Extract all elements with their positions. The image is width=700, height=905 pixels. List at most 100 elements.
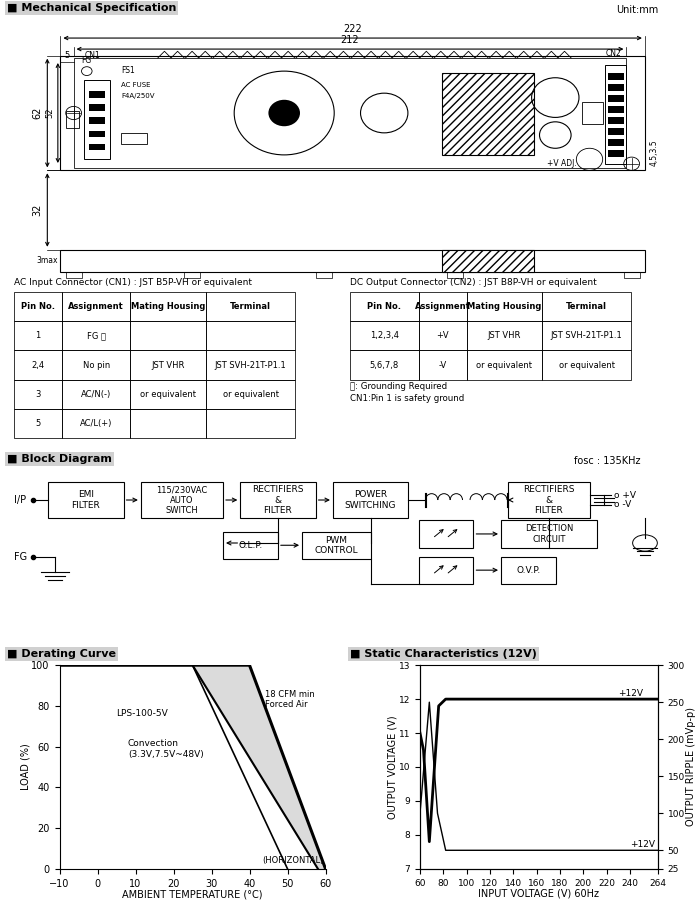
Text: 1,2,3,4: 1,2,3,4 xyxy=(370,331,399,340)
Text: 5,6,7,8: 5,6,7,8 xyxy=(370,360,399,369)
Bar xyxy=(419,321,467,350)
Text: JST VHR: JST VHR xyxy=(151,360,185,369)
Bar xyxy=(90,118,105,124)
Bar xyxy=(608,107,624,113)
Y-axis label: OUTPUT VOLTAGE (V): OUTPUT VOLTAGE (V) xyxy=(387,715,398,819)
Text: 115/230VAC
AUTO
SWITCH: 115/230VAC AUTO SWITCH xyxy=(156,485,208,515)
Text: RECTIFIERS
&
FILTER: RECTIFIERS & FILTER xyxy=(523,485,575,515)
Text: No pin: No pin xyxy=(83,360,110,369)
Bar xyxy=(419,350,467,380)
Text: FG: FG xyxy=(82,55,92,64)
Text: F4A/250V: F4A/250V xyxy=(121,92,155,99)
Bar xyxy=(90,130,105,138)
Text: Unit:mm: Unit:mm xyxy=(616,5,658,14)
Bar xyxy=(442,250,534,272)
Bar xyxy=(130,380,206,409)
Bar xyxy=(608,118,624,124)
Text: o -V: o -V xyxy=(614,500,631,509)
Text: 1: 1 xyxy=(35,331,41,340)
Bar xyxy=(606,64,626,164)
Text: 222: 222 xyxy=(343,24,362,33)
Bar xyxy=(206,321,295,350)
Text: fosc : 135KHz: fosc : 135KHz xyxy=(574,456,640,466)
Y-axis label: OUTPUT RIPPLE (mVp-p): OUTPUT RIPPLE (mVp-p) xyxy=(687,708,696,826)
Text: DC Output Connector (CN2) : JST B8P-VH or equivalent: DC Output Connector (CN2) : JST B8P-VH o… xyxy=(350,278,596,287)
Bar xyxy=(608,84,624,91)
Text: Terminal: Terminal xyxy=(566,302,607,311)
Text: Pin No.: Pin No. xyxy=(21,302,55,311)
Text: 5: 5 xyxy=(35,419,41,428)
Bar xyxy=(74,58,626,168)
Text: 3max: 3max xyxy=(36,256,58,265)
Bar xyxy=(130,409,206,438)
Bar xyxy=(14,321,62,350)
Bar xyxy=(90,144,105,150)
Bar xyxy=(121,133,147,144)
Text: FG: FG xyxy=(14,551,27,562)
Bar xyxy=(84,80,111,159)
Text: o +V: o +V xyxy=(614,491,636,500)
Text: LPS-100-5V: LPS-100-5V xyxy=(116,710,168,718)
Bar xyxy=(14,409,62,438)
Text: Assignment: Assignment xyxy=(69,302,124,311)
Text: RECTIFIERS
&
FILTER: RECTIFIERS & FILTER xyxy=(252,485,304,515)
Bar xyxy=(130,321,206,350)
Bar xyxy=(467,350,542,380)
Circle shape xyxy=(268,100,300,126)
Bar xyxy=(419,557,473,584)
Text: or equivalent: or equivalent xyxy=(223,390,279,399)
Bar xyxy=(66,110,79,129)
Text: CN1: CN1 xyxy=(84,51,100,60)
Bar xyxy=(350,321,419,350)
Bar xyxy=(467,291,542,321)
Bar xyxy=(130,291,206,321)
Bar xyxy=(141,481,223,518)
Text: FS1: FS1 xyxy=(121,66,135,75)
Text: O.V.P.: O.V.P. xyxy=(516,566,540,575)
Bar xyxy=(184,272,200,279)
Text: ■ Derating Curve: ■ Derating Curve xyxy=(7,649,116,659)
Bar xyxy=(608,139,624,146)
Bar xyxy=(419,520,473,548)
Text: PWM
CONTROL: PWM CONTROL xyxy=(314,536,358,555)
Text: FG ⏚: FG ⏚ xyxy=(87,331,106,340)
Bar xyxy=(240,481,316,518)
X-axis label: AMBIENT TEMPERATURE (°C): AMBIENT TEMPERATURE (°C) xyxy=(122,890,262,900)
Bar xyxy=(14,350,62,380)
Polygon shape xyxy=(193,665,326,869)
X-axis label: INPUT VOLTAGE (V) 60Hz: INPUT VOLTAGE (V) 60Hz xyxy=(479,889,599,899)
Bar xyxy=(447,272,463,279)
Bar xyxy=(350,350,419,380)
Bar xyxy=(66,272,81,279)
Text: 5: 5 xyxy=(64,51,70,60)
Bar xyxy=(206,380,295,409)
Bar xyxy=(419,291,467,321)
Text: or equivalent: or equivalent xyxy=(140,390,196,399)
Text: or equivalent: or equivalent xyxy=(476,360,532,369)
Text: +12V: +12V xyxy=(618,689,643,698)
Bar xyxy=(223,532,278,558)
Text: -V: -V xyxy=(438,360,447,369)
Bar xyxy=(206,350,295,380)
Text: Convection
(3.3V,7.5V~48V): Convection (3.3V,7.5V~48V) xyxy=(128,739,204,758)
Text: +12V: +12V xyxy=(630,840,655,849)
Text: ■ Mechanical Specification: ■ Mechanical Specification xyxy=(7,3,176,13)
Text: 3: 3 xyxy=(35,390,41,399)
Text: 62: 62 xyxy=(32,107,42,119)
Text: O.L.P.: O.L.P. xyxy=(239,541,262,549)
Bar xyxy=(62,380,130,409)
Text: 32: 32 xyxy=(32,204,42,216)
Bar xyxy=(501,520,597,548)
Text: Pin No.: Pin No. xyxy=(368,302,401,311)
Bar xyxy=(90,91,105,98)
Bar xyxy=(333,481,408,518)
Bar xyxy=(62,350,130,380)
Text: 52: 52 xyxy=(45,108,54,119)
Text: Mating Housing: Mating Housing xyxy=(131,302,205,311)
Bar xyxy=(467,321,542,350)
Bar xyxy=(62,409,130,438)
Bar xyxy=(542,321,631,350)
Text: Terminal: Terminal xyxy=(230,302,271,311)
Text: JST SVH-21T-P1.1: JST SVH-21T-P1.1 xyxy=(551,331,622,340)
Bar xyxy=(508,481,590,518)
